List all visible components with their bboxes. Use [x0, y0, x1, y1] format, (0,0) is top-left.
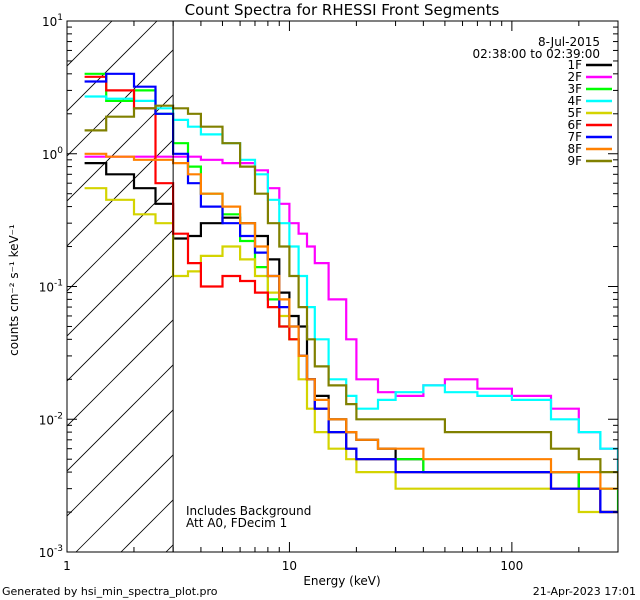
hatch-line [67, 364, 174, 472]
chart-title: Count Spectra for RHESSI Front Segments [185, 1, 500, 19]
x-tick-labels: 1 10 100 [63, 559, 523, 573]
hatch-line [67, 49, 174, 157]
legend-label: 3F [567, 82, 582, 96]
series-9F [84, 104, 618, 489]
x-tick-label: 1 [63, 559, 71, 573]
legend-label: 2F [567, 70, 582, 84]
axis-ticks [66, 20, 619, 553]
date-label: 8-Jul-2015 [538, 35, 600, 49]
x-axis-label: Energy (keV) [303, 574, 380, 588]
annotation-background: Includes Background [186, 504, 311, 518]
y-tick-label: 10-3 [39, 544, 63, 560]
hatch-line [67, 274, 174, 382]
hatch-line [75, 454, 174, 552]
legend-label: 6F [567, 118, 582, 132]
legend-label: 1F [567, 58, 582, 72]
series-8F [84, 152, 618, 490]
hatch-line [67, 94, 174, 202]
hatch-line [67, 21, 158, 112]
hatch-line [67, 229, 174, 337]
y-tick-label: 100 [42, 146, 63, 162]
annotation-attenuator: Att A0, FDecim 1 [186, 516, 287, 530]
footer-generated-by: Generated by hsi_min_spectra_plot.pro [2, 585, 218, 598]
y-axis-label: counts cm⁻² s⁻¹ keV⁻¹ [7, 224, 21, 356]
series-lines [84, 72, 618, 514]
hatch-line [67, 409, 174, 517]
legend-label: 8F [567, 142, 582, 156]
legend-label: 5F [567, 106, 582, 120]
y-tick-labels: 10-3 10-2 10-1 100 101 [39, 13, 64, 560]
x-tick-label: 10 [282, 559, 297, 573]
y-tick-label: 101 [42, 13, 63, 29]
y-tick-label: 10-1 [39, 279, 63, 295]
time-range-label: 02:38:00 to 02:39:00 [473, 47, 600, 61]
series-2F [84, 155, 618, 473]
x-tick-label: 100 [500, 559, 523, 573]
y-tick-label: 10-2 [39, 411, 63, 427]
legend-label: 9F [567, 154, 582, 168]
legend-label: 4F [567, 94, 582, 108]
footer-timestamp: 21-Apr-2023 17:01 [533, 585, 636, 598]
legend-label: 7F [567, 130, 582, 144]
